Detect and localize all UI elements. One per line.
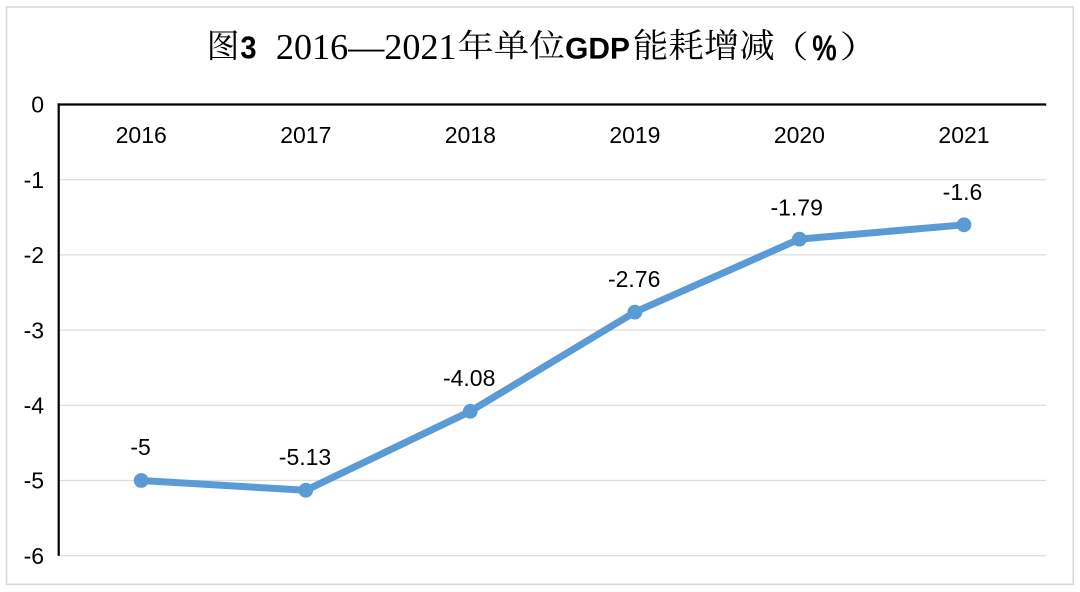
svg-text:0: 0 — [31, 92, 44, 118]
svg-text:-4.08: -4.08 — [443, 365, 495, 391]
svg-text:-4: -4 — [24, 393, 45, 419]
svg-text:-5.13: -5.13 — [279, 444, 331, 470]
svg-text:2016: 2016 — [116, 122, 167, 148]
svg-text:-3: -3 — [24, 317, 44, 343]
svg-text:2018: 2018 — [445, 122, 496, 148]
svg-text:2020: 2020 — [774, 122, 825, 148]
svg-text:-2: -2 — [24, 242, 44, 268]
svg-text:-5: -5 — [130, 434, 150, 460]
svg-text:-2.76: -2.76 — [608, 266, 660, 292]
svg-text:-1: -1 — [24, 167, 44, 193]
svg-text:2019: 2019 — [609, 122, 660, 148]
svg-text:-1.6: -1.6 — [943, 179, 983, 205]
svg-text:-1.79: -1.79 — [770, 194, 822, 220]
svg-text:-6: -6 — [24, 543, 44, 569]
svg-text:2021: 2021 — [938, 122, 989, 148]
svg-text:2017: 2017 — [280, 122, 331, 148]
svg-text:-5: -5 — [24, 468, 44, 494]
